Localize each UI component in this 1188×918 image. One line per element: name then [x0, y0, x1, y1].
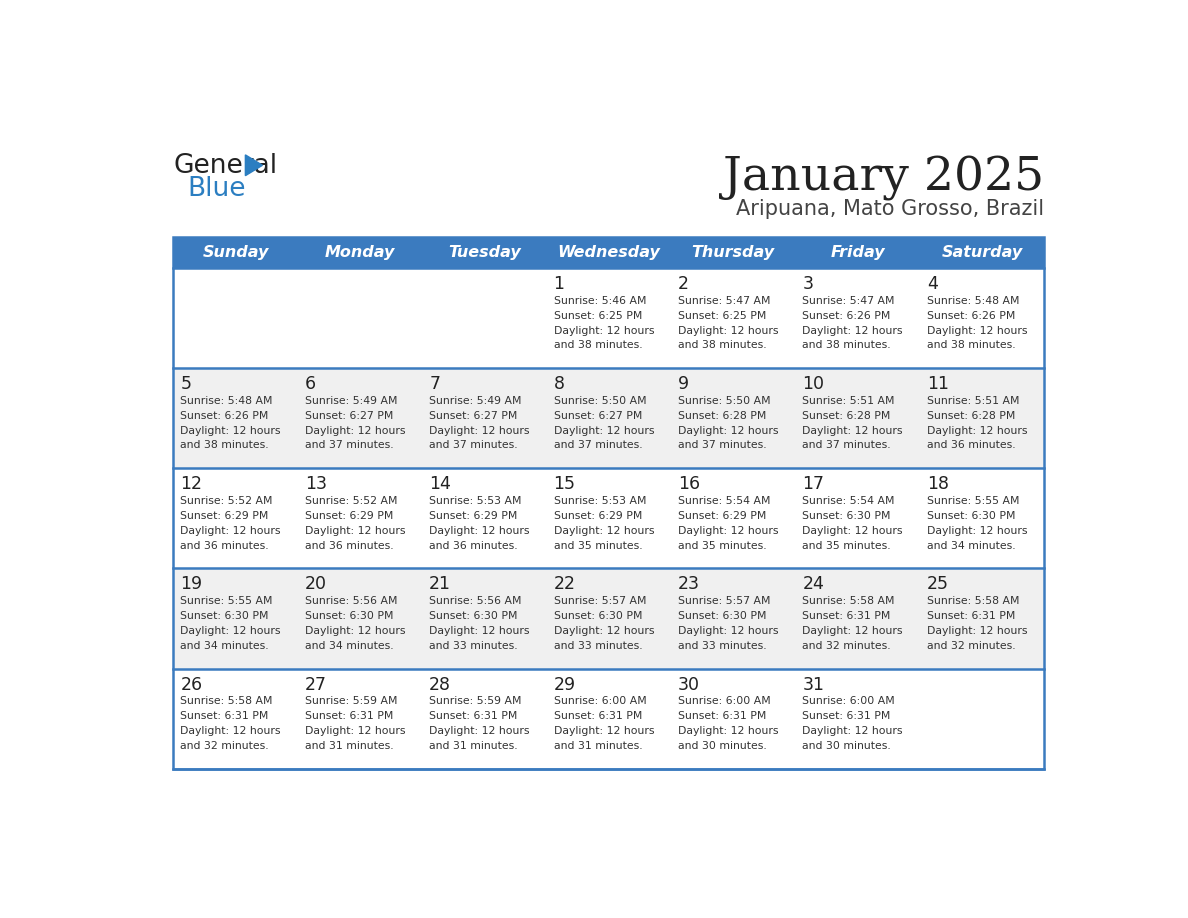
Text: 4: 4: [927, 275, 937, 293]
Text: 10: 10: [802, 375, 824, 393]
Text: 19: 19: [181, 576, 202, 593]
Text: 8: 8: [554, 375, 564, 393]
Text: General: General: [173, 152, 278, 179]
Text: 7: 7: [429, 375, 441, 393]
Text: Sunrise: 5:51 AM
Sunset: 6:28 PM
Daylight: 12 hours
and 36 minutes.: Sunrise: 5:51 AM Sunset: 6:28 PM Dayligh…: [927, 396, 1028, 451]
Text: 11: 11: [927, 375, 949, 393]
Bar: [173, 238, 1044, 768]
Text: Sunrise: 5:49 AM
Sunset: 6:27 PM
Daylight: 12 hours
and 37 minutes.: Sunrise: 5:49 AM Sunset: 6:27 PM Dayligh…: [429, 396, 530, 451]
Text: January 2025: January 2025: [723, 156, 1044, 201]
Text: 14: 14: [429, 476, 451, 493]
Text: Sunday: Sunday: [202, 245, 268, 261]
Text: 1: 1: [554, 275, 564, 293]
Text: Monday: Monday: [324, 245, 396, 261]
Text: Sunrise: 5:55 AM
Sunset: 6:30 PM
Daylight: 12 hours
and 34 minutes.: Sunrise: 5:55 AM Sunset: 6:30 PM Dayligh…: [181, 596, 280, 651]
Text: 27: 27: [304, 676, 327, 693]
Bar: [173, 568, 1044, 668]
Text: Sunrise: 5:54 AM
Sunset: 6:29 PM
Daylight: 12 hours
and 35 minutes.: Sunrise: 5:54 AM Sunset: 6:29 PM Dayligh…: [678, 496, 778, 551]
Bar: [173, 668, 1044, 768]
Text: Sunrise: 5:53 AM
Sunset: 6:29 PM
Daylight: 12 hours
and 35 minutes.: Sunrise: 5:53 AM Sunset: 6:29 PM Dayligh…: [554, 496, 655, 551]
Text: 16: 16: [678, 476, 700, 493]
Text: Sunrise: 5:46 AM
Sunset: 6:25 PM
Daylight: 12 hours
and 38 minutes.: Sunrise: 5:46 AM Sunset: 6:25 PM Dayligh…: [554, 296, 655, 351]
Text: Sunrise: 5:50 AM
Sunset: 6:28 PM
Daylight: 12 hours
and 37 minutes.: Sunrise: 5:50 AM Sunset: 6:28 PM Dayligh…: [678, 396, 778, 451]
Text: 12: 12: [181, 476, 202, 493]
Polygon shape: [246, 155, 263, 175]
Text: Sunrise: 5:50 AM
Sunset: 6:27 PM
Daylight: 12 hours
and 37 minutes.: Sunrise: 5:50 AM Sunset: 6:27 PM Dayligh…: [554, 396, 655, 451]
Text: Sunrise: 5:52 AM
Sunset: 6:29 PM
Daylight: 12 hours
and 36 minutes.: Sunrise: 5:52 AM Sunset: 6:29 PM Dayligh…: [304, 496, 405, 551]
Bar: [173, 468, 1044, 568]
Text: 18: 18: [927, 476, 949, 493]
Text: Sunrise: 5:54 AM
Sunset: 6:30 PM
Daylight: 12 hours
and 35 minutes.: Sunrise: 5:54 AM Sunset: 6:30 PM Dayligh…: [802, 496, 903, 551]
Text: 5: 5: [181, 375, 191, 393]
Text: Sunrise: 5:59 AM
Sunset: 6:31 PM
Daylight: 12 hours
and 31 minutes.: Sunrise: 5:59 AM Sunset: 6:31 PM Dayligh…: [304, 697, 405, 751]
Text: Sunrise: 5:47 AM
Sunset: 6:25 PM
Daylight: 12 hours
and 38 minutes.: Sunrise: 5:47 AM Sunset: 6:25 PM Dayligh…: [678, 296, 778, 351]
Text: Sunrise: 5:49 AM
Sunset: 6:27 PM
Daylight: 12 hours
and 37 minutes.: Sunrise: 5:49 AM Sunset: 6:27 PM Dayligh…: [304, 396, 405, 451]
Text: Sunrise: 5:58 AM
Sunset: 6:31 PM
Daylight: 12 hours
and 32 minutes.: Sunrise: 5:58 AM Sunset: 6:31 PM Dayligh…: [181, 697, 280, 751]
Text: Tuesday: Tuesday: [448, 245, 520, 261]
Text: 15: 15: [554, 476, 576, 493]
Text: 20: 20: [304, 576, 327, 593]
Text: Sunrise: 5:48 AM
Sunset: 6:26 PM
Daylight: 12 hours
and 38 minutes.: Sunrise: 5:48 AM Sunset: 6:26 PM Dayligh…: [181, 396, 280, 451]
Text: Sunrise: 5:57 AM
Sunset: 6:30 PM
Daylight: 12 hours
and 33 minutes.: Sunrise: 5:57 AM Sunset: 6:30 PM Dayligh…: [678, 596, 778, 651]
Text: Saturday: Saturday: [942, 245, 1023, 261]
Text: Sunrise: 5:59 AM
Sunset: 6:31 PM
Daylight: 12 hours
and 31 minutes.: Sunrise: 5:59 AM Sunset: 6:31 PM Dayligh…: [429, 697, 530, 751]
Text: 31: 31: [802, 676, 824, 693]
Text: 29: 29: [554, 676, 576, 693]
Text: 3: 3: [802, 275, 814, 293]
Text: 13: 13: [304, 476, 327, 493]
Text: Sunrise: 5:57 AM
Sunset: 6:30 PM
Daylight: 12 hours
and 33 minutes.: Sunrise: 5:57 AM Sunset: 6:30 PM Dayligh…: [554, 596, 655, 651]
Text: Sunrise: 6:00 AM
Sunset: 6:31 PM
Daylight: 12 hours
and 30 minutes.: Sunrise: 6:00 AM Sunset: 6:31 PM Dayligh…: [802, 697, 903, 751]
Text: 23: 23: [678, 576, 700, 593]
Text: 25: 25: [927, 576, 949, 593]
Text: 24: 24: [802, 576, 824, 593]
Text: Sunrise: 5:56 AM
Sunset: 6:30 PM
Daylight: 12 hours
and 33 minutes.: Sunrise: 5:56 AM Sunset: 6:30 PM Dayligh…: [429, 596, 530, 651]
Text: Sunrise: 5:52 AM
Sunset: 6:29 PM
Daylight: 12 hours
and 36 minutes.: Sunrise: 5:52 AM Sunset: 6:29 PM Dayligh…: [181, 496, 280, 551]
Text: 9: 9: [678, 375, 689, 393]
Text: 2: 2: [678, 275, 689, 293]
Text: Sunrise: 6:00 AM
Sunset: 6:31 PM
Daylight: 12 hours
and 30 minutes.: Sunrise: 6:00 AM Sunset: 6:31 PM Dayligh…: [678, 697, 778, 751]
Text: Sunrise: 5:58 AM
Sunset: 6:31 PM
Daylight: 12 hours
and 32 minutes.: Sunrise: 5:58 AM Sunset: 6:31 PM Dayligh…: [802, 596, 903, 651]
Text: Sunrise: 6:00 AM
Sunset: 6:31 PM
Daylight: 12 hours
and 31 minutes.: Sunrise: 6:00 AM Sunset: 6:31 PM Dayligh…: [554, 697, 655, 751]
Text: Thursday: Thursday: [691, 245, 775, 261]
Text: 30: 30: [678, 676, 700, 693]
Text: Sunrise: 5:55 AM
Sunset: 6:30 PM
Daylight: 12 hours
and 34 minutes.: Sunrise: 5:55 AM Sunset: 6:30 PM Dayligh…: [927, 496, 1028, 551]
Text: Sunrise: 5:53 AM
Sunset: 6:29 PM
Daylight: 12 hours
and 36 minutes.: Sunrise: 5:53 AM Sunset: 6:29 PM Dayligh…: [429, 496, 530, 551]
Text: Sunrise: 5:58 AM
Sunset: 6:31 PM
Daylight: 12 hours
and 32 minutes.: Sunrise: 5:58 AM Sunset: 6:31 PM Dayligh…: [927, 596, 1028, 651]
Text: Blue: Blue: [188, 175, 246, 202]
Text: 21: 21: [429, 576, 451, 593]
Text: Sunrise: 5:56 AM
Sunset: 6:30 PM
Daylight: 12 hours
and 34 minutes.: Sunrise: 5:56 AM Sunset: 6:30 PM Dayligh…: [304, 596, 405, 651]
Text: 17: 17: [802, 476, 824, 493]
Text: Sunrise: 5:48 AM
Sunset: 6:26 PM
Daylight: 12 hours
and 38 minutes.: Sunrise: 5:48 AM Sunset: 6:26 PM Dayligh…: [927, 296, 1028, 351]
Text: Friday: Friday: [830, 245, 885, 261]
Bar: [173, 268, 1044, 368]
Bar: [173, 238, 1044, 268]
Text: 6: 6: [304, 375, 316, 393]
Text: 22: 22: [554, 576, 576, 593]
Text: Wednesday: Wednesday: [557, 245, 661, 261]
Text: Sunrise: 5:51 AM
Sunset: 6:28 PM
Daylight: 12 hours
and 37 minutes.: Sunrise: 5:51 AM Sunset: 6:28 PM Dayligh…: [802, 396, 903, 451]
Text: Sunrise: 5:47 AM
Sunset: 6:26 PM
Daylight: 12 hours
and 38 minutes.: Sunrise: 5:47 AM Sunset: 6:26 PM Dayligh…: [802, 296, 903, 351]
Text: Aripuana, Mato Grosso, Brazil: Aripuana, Mato Grosso, Brazil: [737, 198, 1044, 218]
Bar: [173, 368, 1044, 468]
Text: 28: 28: [429, 676, 451, 693]
Text: 26: 26: [181, 676, 202, 693]
